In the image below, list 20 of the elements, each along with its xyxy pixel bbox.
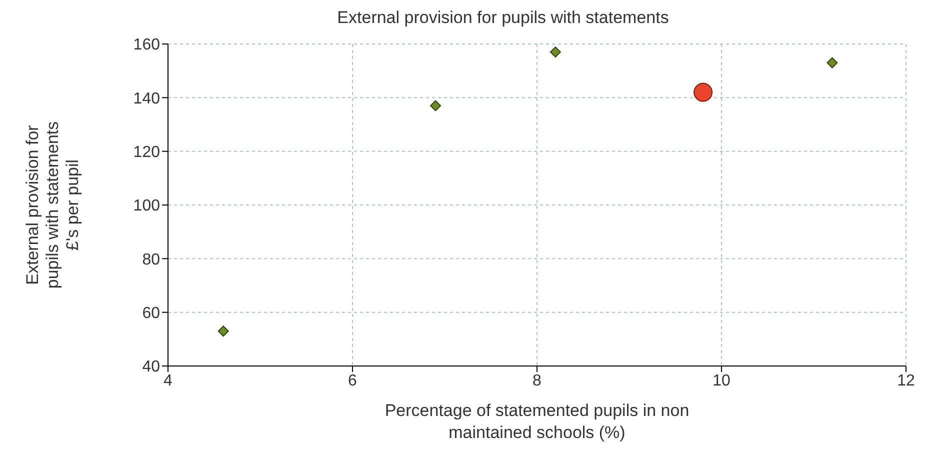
y-tick-label: 120 (133, 144, 160, 162)
y-axis-title: External provision for pupils with statements £'s per pupil (23, 121, 82, 289)
point (430, 100, 442, 112)
y-tick-label: 60 (142, 305, 160, 322)
x-tick-label: 12 (897, 372, 915, 390)
point (550, 46, 561, 58)
x-tick-label: 6 (348, 372, 358, 390)
y-tick-label: 140 (133, 90, 160, 108)
x-tick-label: 10 (712, 372, 730, 390)
y-tick-label: 160 (133, 36, 160, 54)
x-tick-label: 8 (532, 372, 542, 390)
point (694, 82, 713, 102)
y-tick-label: 40 (142, 358, 160, 376)
point (826, 57, 838, 68)
y-tick-label: 100 (133, 198, 160, 215)
chart-title: External provision for pupils with statements (336, 8, 670, 29)
x-axis-title: Percentage of statemented pupils in non maintained schools (%) (384, 401, 690, 442)
y-tick-label: 80 (142, 251, 160, 268)
x-tick-label: 4 (164, 372, 173, 390)
point (218, 326, 229, 337)
